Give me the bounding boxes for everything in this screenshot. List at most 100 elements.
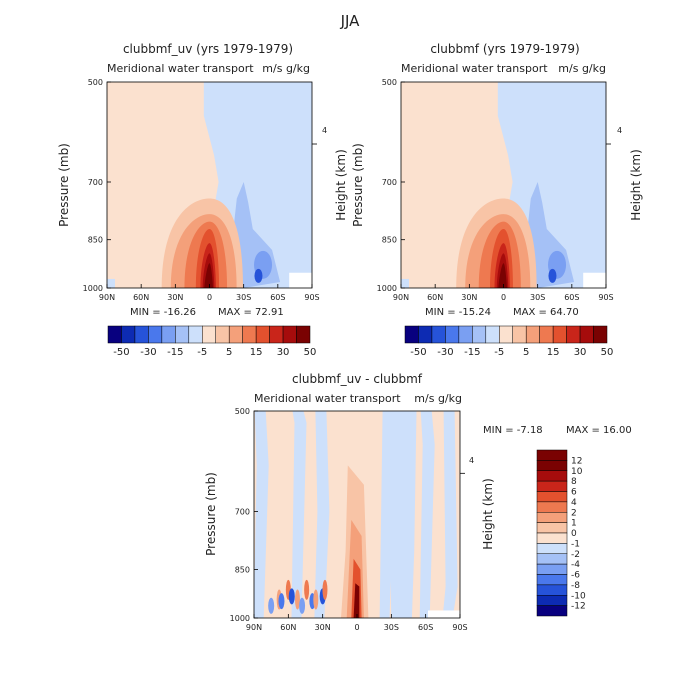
panel-subtitle: Meridional water transport [107, 62, 254, 75]
colorbar-label: 2 [571, 508, 577, 518]
ylabel: Pressure (mb) [351, 143, 365, 227]
y-tick-label: 1000 [83, 284, 103, 293]
colorbar-swatch [536, 532, 568, 544]
colorbar-swatch [593, 325, 608, 344]
negative-core [548, 268, 557, 283]
x-tick-label: 60N [280, 623, 296, 632]
positive-speck [304, 579, 310, 600]
ylabel: Pressure (mb) [57, 143, 71, 227]
y-tick-label: 1000 [230, 614, 250, 623]
colorbar-swatch [228, 325, 243, 344]
x-tick-label: 0 [354, 623, 359, 632]
x-tick-label: 0 [207, 293, 212, 302]
x-tick-label: 30S [236, 293, 251, 302]
negative-stripe [254, 411, 269, 618]
y-tick-label: 1000 [377, 284, 397, 293]
positive-speck [313, 589, 319, 610]
panel-units: m/s g/kg [558, 62, 606, 75]
x-tick-label: 30N [461, 293, 477, 302]
positive-contour [498, 263, 508, 288]
x-tick-label: 60S [418, 623, 433, 632]
x-tick-label: 90N [246, 623, 262, 632]
colorbar-label: 15 [250, 347, 263, 358]
panel-title: clubbmf_uv (yrs 1979-1979) [123, 42, 293, 56]
positive-speck [294, 589, 300, 610]
panel-units: m/s g/kg [414, 392, 462, 405]
colorbar-swatch [579, 325, 594, 344]
colorbar-label: 0 [571, 529, 577, 539]
colorbar-swatch [121, 325, 136, 344]
colorbar-label: 30 [574, 347, 587, 358]
negative-stripe [314, 411, 330, 618]
colorbar-swatch [536, 449, 568, 461]
positive-speck [322, 579, 328, 600]
colorbar-label: -30 [140, 347, 156, 358]
ylabel-right: Height (km) [481, 478, 495, 549]
colorbar-label: 5 [226, 347, 232, 358]
colorbar-label: 5 [523, 347, 529, 358]
colorbar-swatch [536, 543, 568, 554]
max-label: MAX = 16.00 [566, 425, 632, 436]
colorbar-swatch [188, 325, 203, 344]
colorbar-swatch [134, 325, 149, 344]
colorbar-label: -15 [464, 347, 480, 358]
x-tick-label: 90N [99, 293, 115, 302]
colorbar-swatch [536, 605, 568, 617]
panel-units: m/s g/kg [262, 62, 310, 75]
colorbar-label: 50 [304, 347, 317, 358]
x-tick-label: 60N [133, 293, 149, 302]
colorbar-swatch [536, 501, 568, 513]
negative-core [254, 268, 263, 283]
colorbar-swatch [431, 325, 446, 344]
negative-speck [278, 593, 285, 610]
colorbar-label: 10 [571, 467, 583, 477]
x-tick-label: 90S [598, 293, 613, 302]
min-label: MIN = -7.18 [483, 425, 543, 436]
colorbar-swatch [536, 595, 568, 606]
height-tick-label: 4 [469, 456, 474, 465]
colorbar-label: -10 [571, 591, 586, 601]
colorbar-label: -6 [571, 571, 580, 581]
contour-field [401, 82, 606, 288]
colorbar-swatch [242, 325, 257, 344]
panel-title: clubbmf (yrs 1979-1979) [430, 42, 579, 56]
colorbar-swatch [536, 563, 568, 575]
ylabel-right: Height (km) [334, 149, 348, 220]
ylabel-right: Height (km) [629, 149, 643, 220]
min-label: MIN = -15.24 [425, 307, 491, 318]
colorbar-label: -2 [571, 550, 580, 560]
colorbar-swatch [296, 325, 311, 344]
colorbar-swatch [215, 325, 230, 344]
colorbar-swatch [536, 553, 568, 565]
x-tick-label: 90S [304, 293, 319, 302]
colorbar-swatch [512, 325, 527, 344]
colorbar-swatch [536, 522, 568, 534]
x-tick-label: 60S [564, 293, 579, 302]
contour-field [107, 82, 312, 288]
x-tick-label: 30S [530, 293, 545, 302]
colorbar-swatch [269, 325, 284, 344]
polar-shelf [427, 610, 460, 618]
polar-patch [401, 278, 409, 288]
colorbar-swatch [536, 470, 568, 482]
colorbar-swatch [148, 325, 163, 344]
panel-title: clubbmf_uv - clubbmf [292, 372, 423, 386]
y-tick-label: 700 [88, 178, 103, 187]
colorbar-label: -50 [410, 347, 426, 358]
colorbar-label: 15 [547, 347, 560, 358]
colorbar: -50 -30 -15 -5 5 15 30 50 [404, 325, 613, 358]
positive-shelf [289, 272, 312, 288]
colorbar-label: -15 [167, 347, 183, 358]
positive-contour [204, 263, 214, 288]
colorbar-swatch [536, 574, 568, 586]
colorbar-swatch [404, 325, 419, 344]
colorbar-swatch [566, 325, 581, 344]
colorbar-label: -50 [113, 347, 129, 358]
negative-south [389, 411, 417, 618]
height-tick-label: 4 [617, 126, 622, 135]
colorbar-swatch [552, 325, 567, 344]
colorbar-swatch [536, 491, 568, 503]
x-tick-label: 90N [393, 293, 409, 302]
